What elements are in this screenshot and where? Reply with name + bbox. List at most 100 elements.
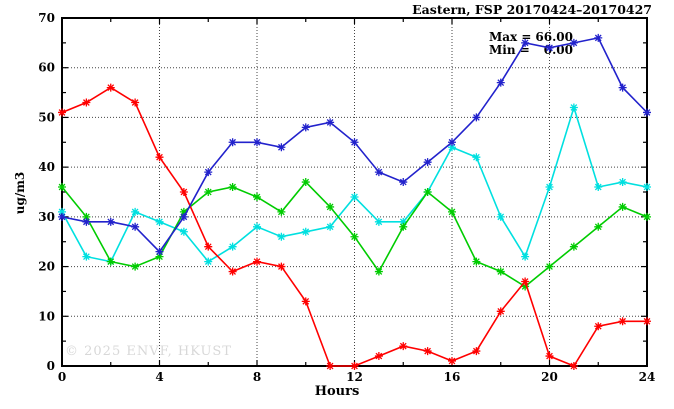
series-cyan-marker (326, 222, 335, 231)
series-blue-marker (58, 212, 66, 221)
y-tick-label: 70 (38, 11, 55, 25)
series-green-marker (253, 192, 261, 201)
y-axis-label: ug/m3 (13, 171, 27, 215)
series-green-marker (204, 188, 213, 196)
series-cyan-marker (350, 192, 359, 201)
series-red-marker (228, 267, 237, 276)
series-red-marker (643, 317, 651, 326)
series-cyan-marker (618, 178, 627, 187)
series-green-marker (472, 257, 481, 266)
series-cyan-marker (131, 207, 140, 216)
series-blue-marker (131, 222, 140, 231)
series-red-marker (350, 362, 359, 370)
series-blue-marker (496, 78, 505, 87)
series-blue-marker (448, 138, 456, 147)
series-green-marker (521, 282, 530, 291)
series-red-marker (521, 277, 530, 286)
series-blue-marker (277, 143, 286, 152)
legend-min_label: Min = (489, 43, 530, 57)
series-green-marker (643, 212, 651, 221)
y-tick-label: 30 (38, 210, 55, 224)
series-cyan-marker (253, 222, 261, 231)
series-cyan-marker (58, 207, 66, 216)
series-cyan-marker (155, 217, 164, 226)
series-cyan-marker (521, 252, 530, 261)
series-green-marker (228, 183, 237, 192)
y-tick-label: 60 (38, 61, 55, 75)
series-red-marker (131, 98, 140, 107)
series-green-marker (618, 202, 627, 211)
series-green-marker (131, 262, 140, 271)
series-blue-marker (472, 113, 481, 122)
chart-title: Eastern, FSP 20170424–20170427 (412, 2, 652, 17)
series-cyan-marker (545, 183, 554, 192)
series-cyan (58, 103, 651, 266)
series-blue-marker (204, 168, 213, 177)
series-green-marker (179, 207, 188, 216)
series-green-marker (277, 207, 286, 216)
series-cyan-marker (277, 232, 286, 241)
y-tick-label: 10 (38, 309, 55, 323)
series-cyan-marker (448, 143, 456, 152)
series-green-marker (106, 257, 115, 266)
series-red-marker (301, 297, 310, 306)
series-red-marker (82, 98, 91, 107)
series-blue-marker (253, 138, 261, 147)
series-red-marker (179, 188, 188, 196)
legend-max_value: 66.00 (535, 30, 573, 44)
series-green-marker (301, 178, 310, 187)
series-red-marker (155, 153, 164, 162)
series-cyan-marker (82, 252, 91, 261)
series-green-marker (82, 212, 91, 221)
x-tick-label: 8 (253, 370, 261, 384)
series-green (58, 178, 651, 291)
series-cyan-marker (179, 227, 188, 236)
legend-max_label: Max = (489, 30, 531, 44)
series-red-marker (277, 262, 286, 271)
series-cyan-marker (594, 183, 603, 192)
series-blue-marker (350, 138, 359, 147)
series-red-marker (472, 347, 481, 356)
x-tick-label: 24 (639, 370, 656, 384)
series-blue-marker (82, 217, 91, 226)
series-blue-marker (618, 83, 627, 92)
series-red-marker (58, 108, 66, 117)
x-axis-label: Hours (314, 384, 360, 399)
series-cyan-marker (643, 183, 651, 192)
series-blue-marker (155, 247, 164, 256)
series-cyan-marker (569, 103, 578, 112)
series-green-marker (423, 188, 432, 196)
series-blue-marker (423, 158, 432, 167)
series-green-marker (496, 267, 505, 276)
gridlines (62, 18, 647, 366)
series-blue-marker (301, 123, 310, 132)
series-blue-marker (326, 118, 335, 127)
series-green-marker (350, 232, 359, 241)
series-blue-marker (179, 212, 188, 221)
y-tick-label: 50 (38, 110, 55, 124)
series-green-marker (326, 202, 335, 211)
series-red-marker (594, 322, 603, 331)
series-red (58, 83, 651, 370)
x-tick-label: 16 (444, 370, 461, 384)
series-red-marker (448, 357, 456, 366)
series-green-marker (594, 222, 603, 231)
tick-labels: 0 4 8 12 16 20 24 0 10 20 30 40 50 60 70 (38, 11, 655, 384)
series-red-marker (326, 362, 335, 370)
series-green-marker (155, 252, 164, 261)
series-red-marker (204, 242, 213, 251)
watermark: © 2025 ENVF, HKUST (65, 344, 232, 359)
series-blue-marker (569, 38, 578, 47)
series-green-marker (448, 207, 456, 216)
series-blue-marker (594, 33, 603, 42)
series-red-marker (569, 362, 578, 370)
series-blue-marker (521, 38, 530, 47)
series-blue-marker (106, 217, 115, 226)
series-blue-marker (374, 168, 383, 177)
series-cyan-marker (228, 242, 237, 251)
series-blue-marker (228, 138, 237, 147)
series-cyan-marker (496, 212, 505, 221)
series-blue-marker (545, 43, 554, 52)
